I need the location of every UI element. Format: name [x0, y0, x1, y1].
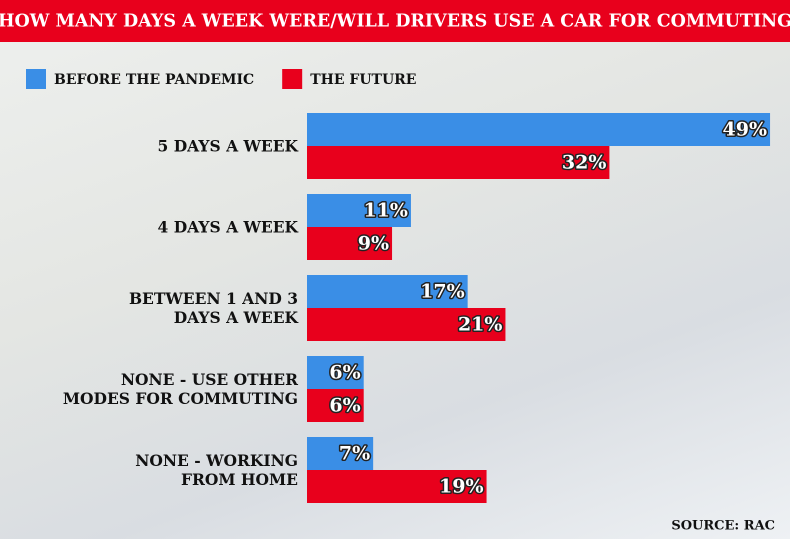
bar — [307, 437, 374, 470]
value-label: 19% — [439, 476, 484, 498]
bar — [307, 227, 393, 260]
bar — [307, 470, 487, 503]
chart-title: HOW MANY DAYS A WEEK WERE/WILL DRIVERS U… — [0, 12, 790, 32]
category-label: 5 DAYS A WEEK — [157, 136, 298, 156]
bar — [307, 146, 610, 179]
value-label: 49% — [723, 119, 768, 141]
value-label: 6% — [329, 395, 360, 417]
bar — [307, 113, 771, 146]
category-label: 4 DAYS A WEEK — [157, 217, 298, 237]
value-label: 6% — [329, 362, 360, 384]
value-label: 7% — [339, 443, 370, 465]
legend-swatch — [282, 69, 303, 89]
category-label: NONE - USE OTHER MODES FOR COMMUTING — [62, 370, 298, 408]
value-label: 17% — [420, 281, 465, 303]
bar — [307, 389, 364, 422]
bar — [307, 308, 506, 341]
legend-label: THE FUTURE — [310, 72, 416, 88]
legend-label: BEFORE THE PANDEMIC — [54, 72, 254, 88]
value-label: 9% — [358, 233, 389, 255]
bar — [307, 275, 468, 308]
title-bar — [0, 0, 790, 42]
bar — [307, 356, 364, 389]
bar — [307, 194, 411, 227]
legend-swatch — [26, 69, 46, 89]
value-label: 11% — [363, 200, 408, 222]
value-label: 21% — [458, 314, 503, 336]
category-label: NONE - WORKING FROM HOME — [135, 451, 298, 489]
category-label: BETWEEN 1 AND 3 DAYS A WEEK — [128, 289, 298, 327]
value-label: 32% — [562, 152, 607, 174]
source: SOURCE: RAC — [671, 519, 775, 534]
